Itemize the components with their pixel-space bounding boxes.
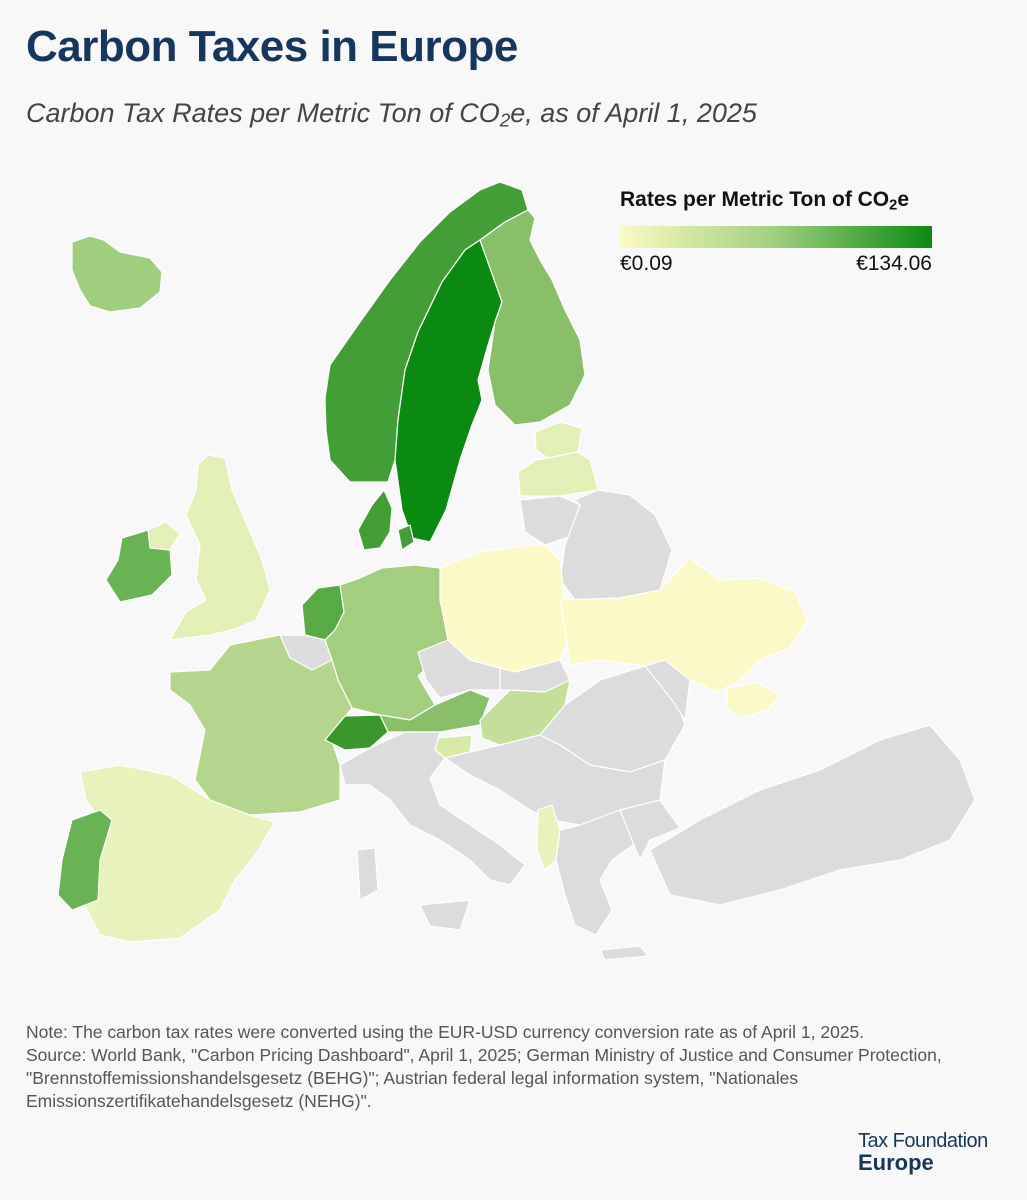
country-ireland [105, 529, 173, 603]
country-denmark-zealand [397, 524, 415, 551]
legend-color-scale [620, 225, 932, 248]
europe-map [57, 181, 976, 961]
page-subtitle: Carbon Tax Rates per Metric Ton of CO2e,… [26, 98, 757, 133]
subtitle-main-text: Carbon Tax Rates per Metric Ton of CO [26, 98, 500, 128]
legend-max-label: €134.06 [856, 251, 932, 275]
note-text: Note: The carbon tax rates were converte… [26, 1022, 865, 1042]
subtitle-tail-text: e, as of April 1, 2025 [510, 98, 757, 128]
country-iceland [71, 235, 163, 313]
legend-labels: €0.09 €134.06 [620, 252, 932, 276]
brand-name: Tax Foundation [858, 1130, 988, 1152]
legend-title: Rates per Metric Ton of CO2e [620, 188, 932, 214]
map-legend: Rates per Metric Ton of CO2e €0.09 €134.… [620, 188, 932, 276]
country-balkans [444, 734, 666, 826]
country-italy-sardinia [356, 847, 379, 901]
country-latvia [517, 451, 599, 497]
country-greece-crete [599, 945, 649, 961]
legend-title-tail: e [897, 188, 910, 211]
subtitle-subscript: 2 [499, 110, 511, 132]
country-france [169, 634, 353, 816]
country-italy-sicily [419, 899, 471, 931]
page-title: Carbon Taxes in Europe [26, 22, 518, 71]
country-moldova [644, 659, 691, 721]
country-austria [379, 689, 491, 733]
country-ukraine [559, 557, 809, 693]
source-text: Source: World Bank, "Carbon Pricing Dash… [26, 1045, 942, 1111]
country-uk [169, 454, 271, 641]
tax-foundation-europe-logo: Tax Foundation Europe [858, 1130, 988, 1174]
legend-min-label: €0.09 [620, 251, 673, 275]
country-greece [555, 809, 641, 936]
country-ukraine-crimea [725, 681, 781, 719]
source-note: Note: The carbon tax rates were converte… [26, 1021, 986, 1113]
country-finland [479, 209, 586, 426]
country-turkey [619, 799, 681, 861]
country-turkey-anatolia [649, 724, 976, 906]
country-portugal [57, 809, 113, 911]
country-denmark [357, 489, 393, 551]
legend-title-subscript: 2 [889, 197, 898, 214]
legend-title-main: Rates per Metric Ton of CO [620, 188, 890, 211]
brand-region: Europe [858, 1150, 934, 1175]
country-italy [339, 731, 526, 886]
country-uk-northern-ireland [147, 521, 181, 551]
